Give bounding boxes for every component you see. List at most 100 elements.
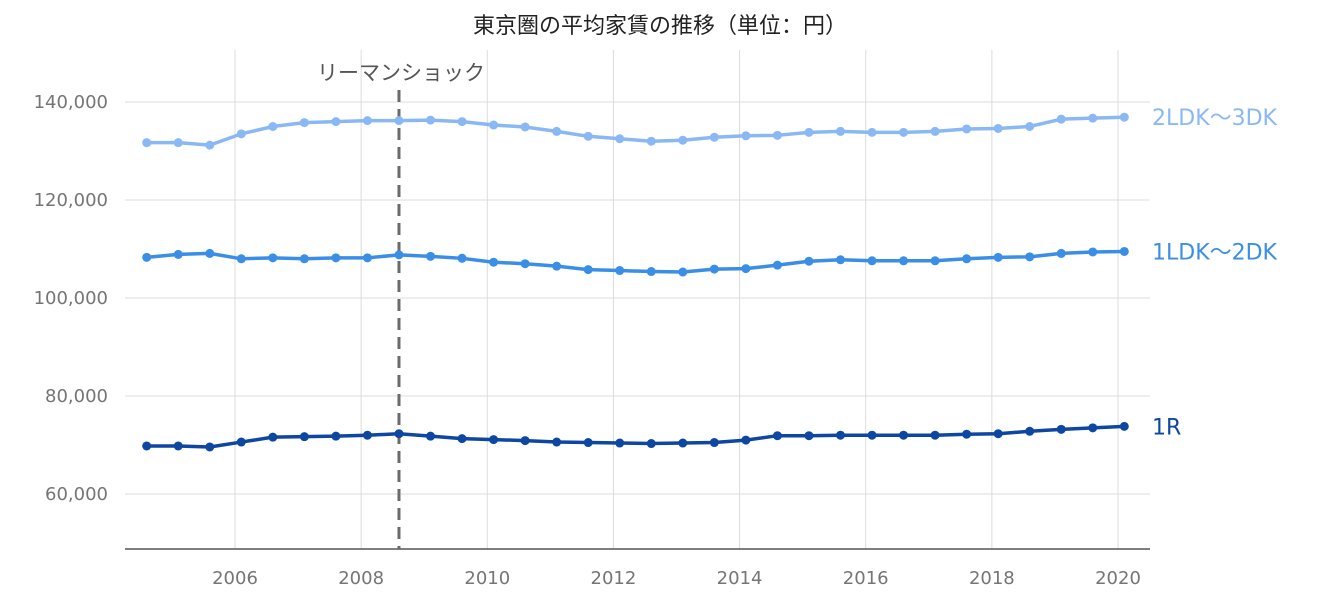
data-point <box>1056 424 1066 434</box>
data-point <box>489 257 499 267</box>
data-point <box>299 254 309 264</box>
data-point <box>615 266 625 276</box>
data-point <box>709 438 719 448</box>
data-point <box>678 135 688 145</box>
data-point <box>552 261 562 271</box>
data-point <box>520 436 530 446</box>
data-point <box>331 431 341 441</box>
data-point <box>646 267 656 277</box>
data-point <box>772 260 782 270</box>
data-point <box>835 255 845 265</box>
data-point <box>899 256 909 266</box>
data-point <box>867 127 877 137</box>
data-point <box>457 117 467 127</box>
x-tick-label: 2012 <box>591 568 637 589</box>
data-point <box>173 138 183 148</box>
data-point <box>930 126 940 136</box>
data-point <box>394 116 404 126</box>
data-point <box>236 129 246 139</box>
data-point <box>615 438 625 448</box>
data-point <box>772 431 782 441</box>
data-point <box>426 115 436 125</box>
x-tick-label: 2010 <box>464 568 510 589</box>
data-point <box>804 127 814 137</box>
series-line <box>146 424 1125 449</box>
data-point <box>142 138 152 148</box>
data-point <box>772 130 782 140</box>
data-point <box>1088 423 1098 433</box>
series-label: 1LDK〜2DK <box>1152 240 1278 265</box>
data-point <box>1025 122 1035 131</box>
data-point <box>1056 248 1066 258</box>
data-point <box>835 430 845 440</box>
data-point <box>173 441 183 451</box>
x-tick-label: 2018 <box>969 568 1015 589</box>
data-point <box>426 431 436 441</box>
data-point <box>741 131 751 141</box>
data-point <box>552 437 562 447</box>
x-tick-label: 2020 <box>1095 568 1141 589</box>
data-point <box>394 250 404 260</box>
series-line <box>146 249 1125 274</box>
data-point <box>268 122 278 131</box>
series-lines <box>142 112 1129 452</box>
data-point <box>142 252 152 262</box>
data-point <box>552 126 562 136</box>
data-point <box>583 438 593 448</box>
y-tick-label: 80,000 <box>45 386 108 407</box>
x-tick-label: 2014 <box>717 568 763 589</box>
data-point <box>1025 426 1035 436</box>
data-point <box>1088 247 1098 257</box>
y-tick-label: 100,000 <box>34 288 108 309</box>
data-point <box>993 252 1003 262</box>
gridlines <box>125 50 1150 549</box>
data-point <box>583 265 593 275</box>
data-point <box>993 429 1003 439</box>
data-point <box>426 251 436 261</box>
data-point <box>236 437 246 447</box>
data-point <box>205 442 215 452</box>
data-point <box>867 256 877 266</box>
data-point <box>1119 112 1129 122</box>
data-point <box>583 131 593 141</box>
data-point <box>1088 113 1098 123</box>
data-point <box>709 264 719 274</box>
data-point <box>709 132 719 142</box>
x-tick-label: 2016 <box>843 568 889 589</box>
data-point <box>299 118 309 128</box>
data-point <box>520 259 530 269</box>
data-point <box>173 249 183 259</box>
data-point <box>962 254 972 264</box>
data-point <box>930 430 940 440</box>
y-tick-label: 120,000 <box>34 190 108 211</box>
y-tick-label: 140,000 <box>34 92 108 113</box>
data-point <box>962 429 972 439</box>
series-labels: 2LDK〜3DK 1LDK〜2DK 1R <box>1152 106 1278 440</box>
data-point <box>646 439 656 449</box>
data-point <box>1119 421 1129 431</box>
x-axis: 2006 2008 2010 2012 2014 2016 2018 2020 <box>125 548 1150 589</box>
data-point <box>457 253 467 263</box>
data-point <box>362 430 372 440</box>
data-point <box>741 435 751 445</box>
data-point <box>678 438 688 448</box>
data-point <box>615 134 625 144</box>
data-point <box>993 123 1003 133</box>
data-point <box>205 248 215 258</box>
data-point <box>835 126 845 136</box>
data-point <box>678 267 688 277</box>
data-point <box>1119 246 1129 256</box>
data-point <box>1056 114 1066 124</box>
chart-title: 東京圏の平均家賃の推移（単位：円） <box>472 14 847 39</box>
data-point <box>331 117 341 127</box>
y-axis: 60,000 80,000 100,000 120,000 140,000 <box>34 92 108 505</box>
data-point <box>804 431 814 441</box>
data-point <box>205 140 215 150</box>
data-point <box>741 264 751 274</box>
data-point <box>1025 252 1035 262</box>
data-point <box>646 136 656 146</box>
data-point <box>142 441 152 451</box>
data-point <box>362 253 372 263</box>
data-point <box>362 116 372 126</box>
